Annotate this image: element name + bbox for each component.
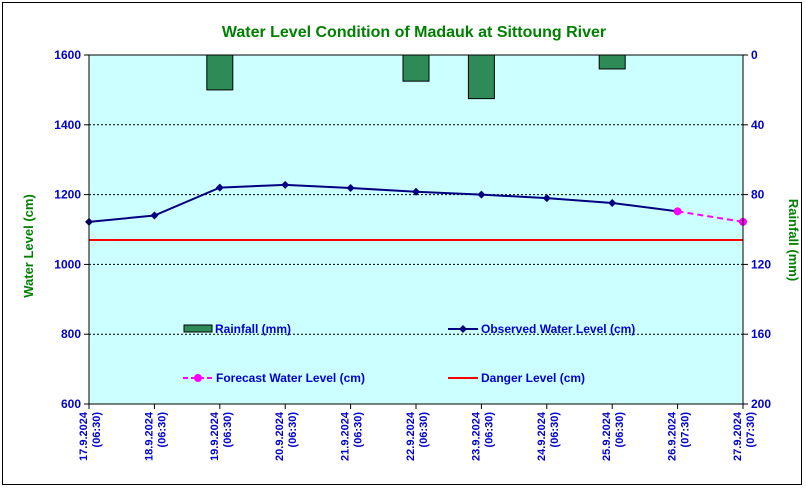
y-left-tick-label: 1000 <box>54 257 81 271</box>
y-right-tick-label: 120 <box>751 257 771 271</box>
rainfall-bar <box>467 54 495 100</box>
observed-water-level-point <box>215 183 224 192</box>
legend-observed-marker <box>459 325 467 333</box>
y-right-tick-label: 160 <box>751 327 771 341</box>
x-tick-label-time: (06:30) <box>614 412 626 448</box>
x-tick-label-date: 17.9.2024 <box>78 411 90 461</box>
x-tick-label-time: (07:30) <box>680 412 692 448</box>
y-right-tick-label: 0 <box>751 48 758 62</box>
forecast-water-level-line <box>677 210 744 223</box>
legend-danger-label: Danger Level (cm) <box>481 371 585 385</box>
rainfall-bars <box>206 54 626 100</box>
observed-water-level-point <box>281 180 290 189</box>
rainfall-bar <box>206 54 234 91</box>
y-left-tick-label: 800 <box>61 327 81 341</box>
x-tick-label-time: (06:30) <box>222 412 234 448</box>
x-tick-label-date: 23.9.2024 <box>470 411 482 461</box>
y-axis-left-title: Water Level (cm) <box>21 194 36 298</box>
x-tick-label-date: 21.9.2024 <box>340 411 352 461</box>
x-tick-label-time: (06:30) <box>91 412 103 448</box>
y-left-tick-label: 1600 <box>54 48 81 62</box>
y-left-tick-label: 600 <box>61 397 81 411</box>
observed-water-level-point <box>412 187 420 196</box>
x-tick-label-time: (06:30) <box>418 412 430 448</box>
y-left-tick-label: 1400 <box>54 118 81 132</box>
x-tick-label-date: 18.9.2024 <box>143 411 155 461</box>
legend-rainfall-swatch <box>183 324 213 333</box>
y-left-tick-label: 1200 <box>54 188 81 202</box>
legend-rainfall-label: Rainfall (mm) <box>215 322 291 336</box>
x-tick-label-date: 25.9.2024 <box>601 411 613 461</box>
plot-area <box>89 55 743 404</box>
observed-water-level-point <box>542 194 551 203</box>
y-right-tick-label: 40 <box>751 118 765 132</box>
y-right-tick-label: 80 <box>751 188 765 202</box>
y-axis-right-title: Rainfall (mm) <box>786 199 801 281</box>
x-tick-label-time: (06:30) <box>287 412 299 448</box>
x-tick-label-date: 26.9.2024 <box>667 411 679 461</box>
y-right-tick-label: 200 <box>751 397 771 411</box>
legend-observed-label: Observed Water Level (cm) <box>481 322 635 336</box>
x-tick-label-time: (07:30) <box>745 412 757 448</box>
x-tick-label-date: 22.9.2024 <box>405 411 417 461</box>
rainfall-bar <box>402 54 430 82</box>
x-tick-label-time: (06:30) <box>353 412 365 448</box>
x-tick-label-time: (06:30) <box>549 412 561 448</box>
x-tick-label-date: 20.9.2024 <box>274 411 286 461</box>
x-tick-label-date: 24.9.2024 <box>536 411 548 461</box>
x-tick-label-time: (06:30) <box>483 412 495 448</box>
legend: Rainfall (mm) Observed Water Level (cm) … <box>183 322 635 385</box>
x-tick-label-date: 27.9.2024 <box>732 411 744 461</box>
observed-water-level-line <box>88 183 678 223</box>
x-tick-label-date: 19.9.2024 <box>209 411 221 461</box>
x-tick-label-time: (06:30) <box>156 412 168 448</box>
legend-forecast-label: Forecast Water Level (cm) <box>216 371 365 385</box>
observed-water-level-point <box>608 198 617 207</box>
axes: 600 800 1000 1200 1400 1600 0 40 80 120 160 200 17.9… <box>54 48 771 461</box>
chart-title: Water Level Condition of Madauk at Sitto… <box>222 24 606 41</box>
rainfall-bar <box>598 54 626 70</box>
observed-water-level-point <box>150 211 159 220</box>
forecast-water-level-point <box>673 207 682 216</box>
legend-forecast-marker <box>194 374 202 382</box>
observed-water-level-point <box>477 190 486 199</box>
observed-water-level-point <box>346 183 355 192</box>
